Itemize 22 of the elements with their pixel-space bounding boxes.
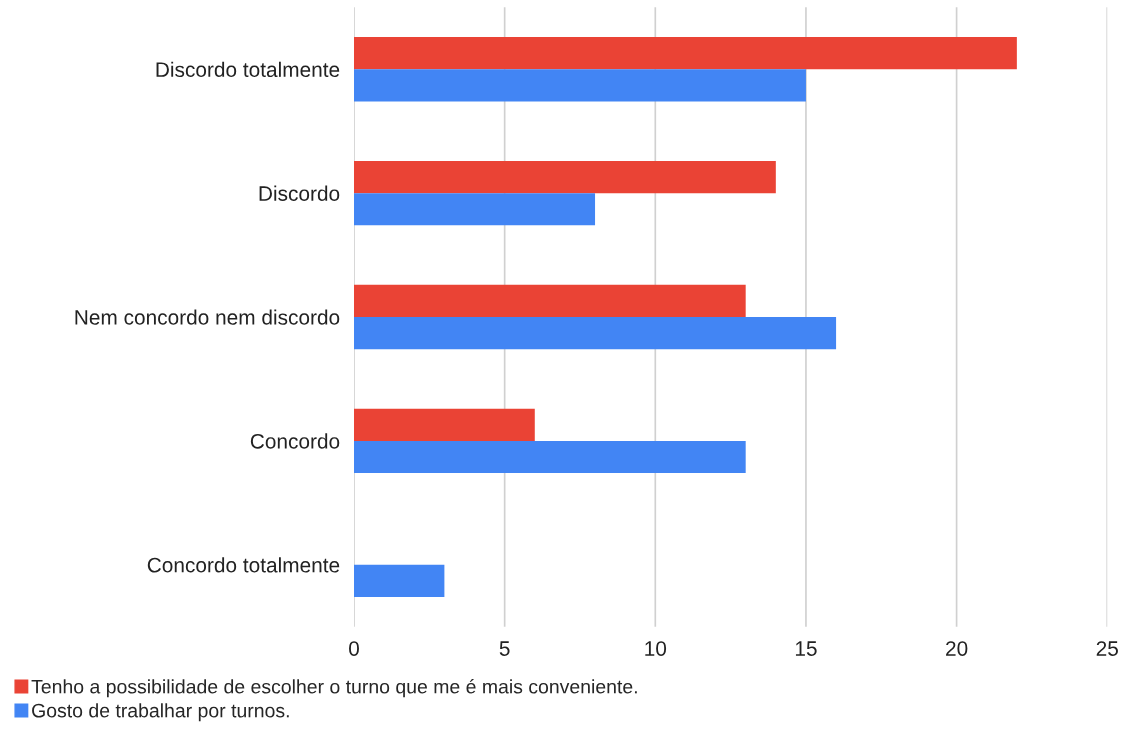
x-tick-label: 20 <box>946 641 968 656</box>
x-tick-label: 0 <box>349 641 359 656</box>
bar <box>354 69 806 102</box>
bar <box>354 440 746 474</box>
x-tick-label: 25 <box>1096 641 1118 656</box>
bar <box>354 284 746 318</box>
y-tick-label: Nem concordo nem discordo <box>75 309 340 325</box>
bar <box>354 193 596 226</box>
y-tick-label: Discordo <box>259 185 340 201</box>
legend-label: Tenho a possibilidade de escolher o turno que me é mais conveniente. <box>31 679 637 698</box>
x-tick-label: 10 <box>645 641 667 656</box>
y-tick-label: Concordo totalmente <box>147 557 340 573</box>
bar <box>354 37 1017 70</box>
bar <box>354 160 776 194</box>
x-tick-label: 5 <box>499 641 510 656</box>
y-tick-label: Discordo totalmente <box>156 61 340 78</box>
bar <box>354 564 445 597</box>
x-tick-label: 15 <box>795 641 817 656</box>
y-tick-label: Concordo <box>250 433 340 449</box>
bar <box>354 317 837 350</box>
bar <box>354 408 535 441</box>
legend-label: Gosto de trabalhar por turnos. <box>32 703 289 722</box>
